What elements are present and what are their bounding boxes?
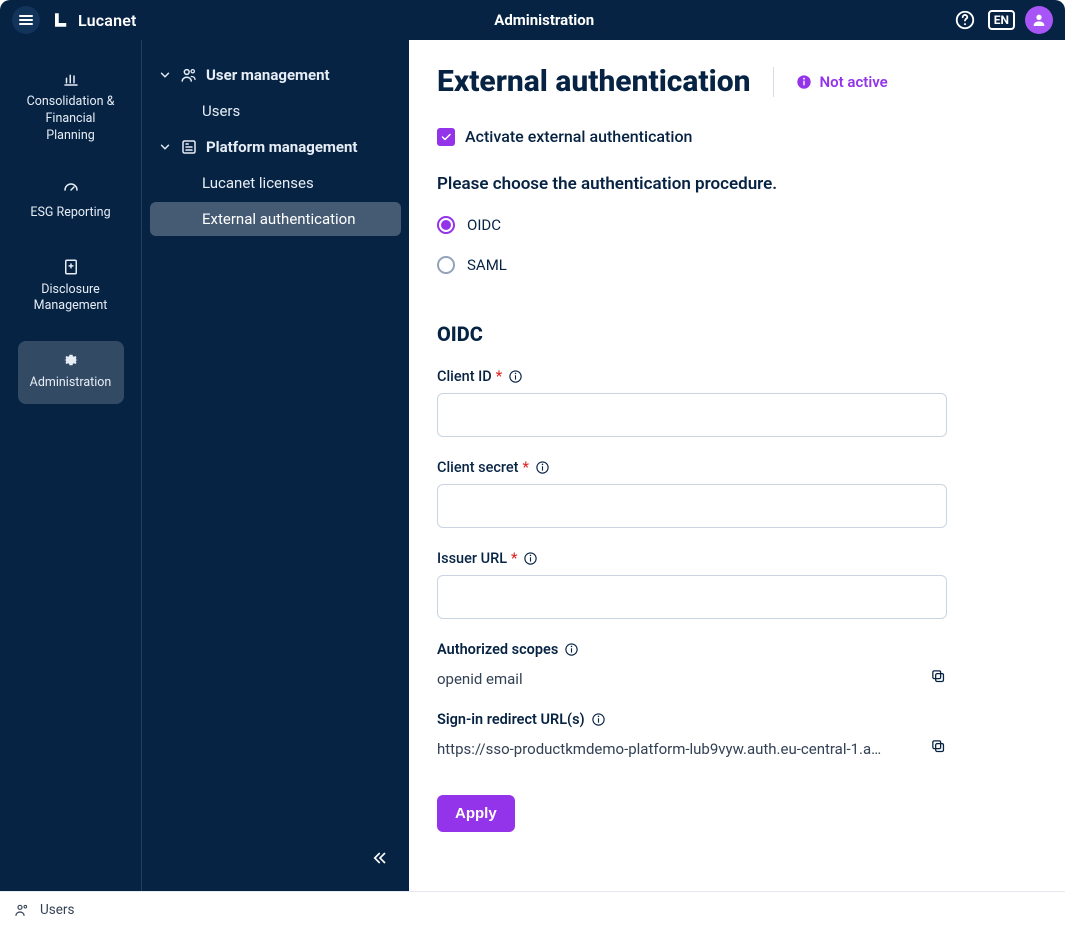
- help-icon: [954, 9, 976, 31]
- required-marker: *: [523, 459, 529, 476]
- instruction-text: Please choose the authentication procedu…: [437, 174, 1037, 194]
- sidebar-group-platform-management[interactable]: Platform management: [142, 130, 409, 164]
- sidebar-item-external-auth[interactable]: External authentication: [150, 202, 401, 236]
- issuer-url-input[interactable]: [437, 575, 947, 619]
- scopes-copy-button[interactable]: [930, 668, 947, 689]
- section-title: OIDC: [437, 322, 1037, 346]
- redirect-label: Sign-in redirect URL(s): [437, 711, 585, 728]
- activate-label: Activate external authentication: [465, 127, 692, 146]
- copy-icon: [930, 738, 947, 755]
- check-icon: [440, 131, 452, 143]
- nav-rail: Consolidation & Financial Planning ESG R…: [0, 40, 142, 891]
- info-icon: [523, 551, 538, 566]
- users-icon: [14, 902, 30, 918]
- redirect-copy-button[interactable]: [930, 738, 947, 759]
- footer-breadcrumb[interactable]: Users: [40, 902, 74, 918]
- help-button[interactable]: [952, 7, 978, 33]
- required-marker: *: [511, 550, 517, 567]
- client-id-label: Client ID: [437, 368, 492, 385]
- rail-item-label: Disclosure Management: [22, 282, 120, 316]
- redirect-value: https://sso-productkmdemo-platform-lub9v…: [437, 740, 881, 758]
- client-id-info[interactable]: [508, 369, 523, 384]
- chevron-down-icon: [158, 140, 172, 154]
- info-icon: [591, 712, 606, 727]
- main-content: External authentication Not active Activ…: [409, 40, 1065, 891]
- redirect-info[interactable]: [591, 712, 606, 727]
- rail-item-label: Consolidation & Financial Planning: [22, 94, 120, 145]
- info-icon: [508, 369, 523, 384]
- platform-icon: [180, 138, 198, 156]
- apply-button[interactable]: Apply: [437, 795, 515, 832]
- user-avatar[interactable]: [1025, 6, 1053, 34]
- gauge-icon: [62, 181, 80, 199]
- rail-item-administration[interactable]: Administration: [18, 341, 124, 404]
- brand-logo-icon: [52, 11, 70, 29]
- hamburger-icon: [18, 12, 34, 28]
- person-icon: [1031, 12, 1047, 28]
- info-icon: [535, 460, 550, 475]
- rail-item-esg[interactable]: ESG Reporting: [18, 171, 124, 234]
- scopes-value: openid email: [437, 670, 523, 688]
- activate-checkbox[interactable]: [437, 128, 455, 146]
- status-text: Not active: [820, 73, 888, 91]
- users-icon: [180, 66, 198, 84]
- menu-toggle[interactable]: [12, 6, 40, 34]
- sidebar-item-licenses[interactable]: Lucanet licenses: [150, 166, 401, 200]
- divider: [773, 67, 774, 97]
- client-id-input[interactable]: [437, 393, 947, 437]
- rail-item-consolidation[interactable]: Consolidation & Financial Planning: [18, 60, 124, 157]
- sidebar-group-label: Platform management: [206, 138, 358, 156]
- sidebar: User management Users Platform managemen…: [142, 40, 409, 891]
- client-secret-label: Client secret: [437, 459, 519, 476]
- sidebar-group-user-management[interactable]: User management: [142, 58, 409, 92]
- sidebar-item-users[interactable]: Users: [150, 94, 401, 128]
- rail-item-label: Administration: [22, 375, 120, 392]
- topbar: Lucanet Administration EN: [0, 0, 1065, 40]
- rail-item-disclosure[interactable]: Disclosure Management: [18, 248, 124, 328]
- client-secret-info[interactable]: [535, 460, 550, 475]
- issuer-url-label: Issuer URL: [437, 550, 507, 567]
- brand[interactable]: Lucanet: [52, 11, 137, 30]
- brand-name: Lucanet: [78, 11, 137, 30]
- chart-icon: [62, 70, 80, 88]
- document-icon: [62, 258, 80, 276]
- rail-item-label: ESG Reporting: [22, 205, 120, 222]
- radio-oidc[interactable]: [437, 216, 455, 234]
- radio-oidc-label: OIDC: [467, 216, 501, 234]
- language-selector[interactable]: EN: [988, 10, 1015, 30]
- chevron-down-icon: [158, 68, 172, 82]
- gear-icon: [62, 351, 80, 369]
- scopes-label: Authorized scopes: [437, 641, 558, 658]
- copy-icon: [930, 668, 947, 685]
- collapse-sidebar-button[interactable]: [371, 849, 389, 871]
- required-marker: *: [496, 368, 502, 385]
- info-filled-icon: [796, 74, 812, 90]
- scopes-info[interactable]: [564, 642, 579, 657]
- chevron-double-left-icon: [371, 849, 389, 867]
- status-badge: Not active: [796, 73, 888, 91]
- client-secret-input[interactable]: [437, 484, 947, 528]
- radio-saml[interactable]: [437, 256, 455, 274]
- page-title: External authentication: [437, 64, 751, 99]
- footer: Users: [0, 891, 1065, 927]
- info-icon: [564, 642, 579, 657]
- sidebar-group-label: User management: [206, 66, 330, 84]
- topbar-title: Administration: [137, 11, 952, 29]
- issuer-url-info[interactable]: [523, 551, 538, 566]
- radio-saml-label: SAML: [467, 256, 507, 274]
